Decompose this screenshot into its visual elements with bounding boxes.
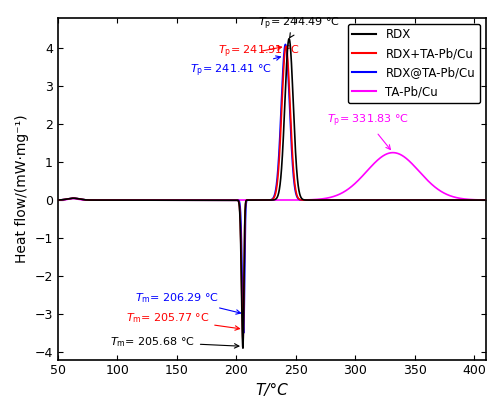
Text: $T_{\mathrm{p}}$= 244.49 °C: $T_{\mathrm{p}}$= 244.49 °C [257, 16, 339, 38]
Text: $T_{\mathrm{m}}$= 205.68 °C: $T_{\mathrm{m}}$= 205.68 °C [110, 335, 238, 349]
X-axis label: T/°C: T/°C [255, 383, 288, 398]
Legend: RDX, RDX+TA-Pb/Cu, RDX@TA-Pb/Cu, TA-Pb/Cu: RDX, RDX+TA-Pb/Cu, RDX@TA-Pb/Cu, TA-Pb/C… [347, 24, 479, 103]
Text: $T_{\mathrm{p}}$= 241.91 °C: $T_{\mathrm{p}}$= 241.91 °C [218, 43, 300, 60]
Y-axis label: Heat flow/(mW·mg⁻¹): Heat flow/(mW·mg⁻¹) [15, 114, 29, 263]
Text: $T_{\mathrm{m}}$= 205.77 °C: $T_{\mathrm{m}}$= 205.77 °C [125, 312, 239, 330]
Text: $T_{\mathrm{m}}$= 206.29 °C: $T_{\mathrm{m}}$= 206.29 °C [135, 291, 240, 314]
Text: $T_{\mathrm{p}}$= 331.83 °C: $T_{\mathrm{p}}$= 331.83 °C [326, 113, 408, 150]
Text: $T_{\mathrm{p}}$= 241.41 °C: $T_{\mathrm{p}}$= 241.41 °C [189, 56, 280, 79]
